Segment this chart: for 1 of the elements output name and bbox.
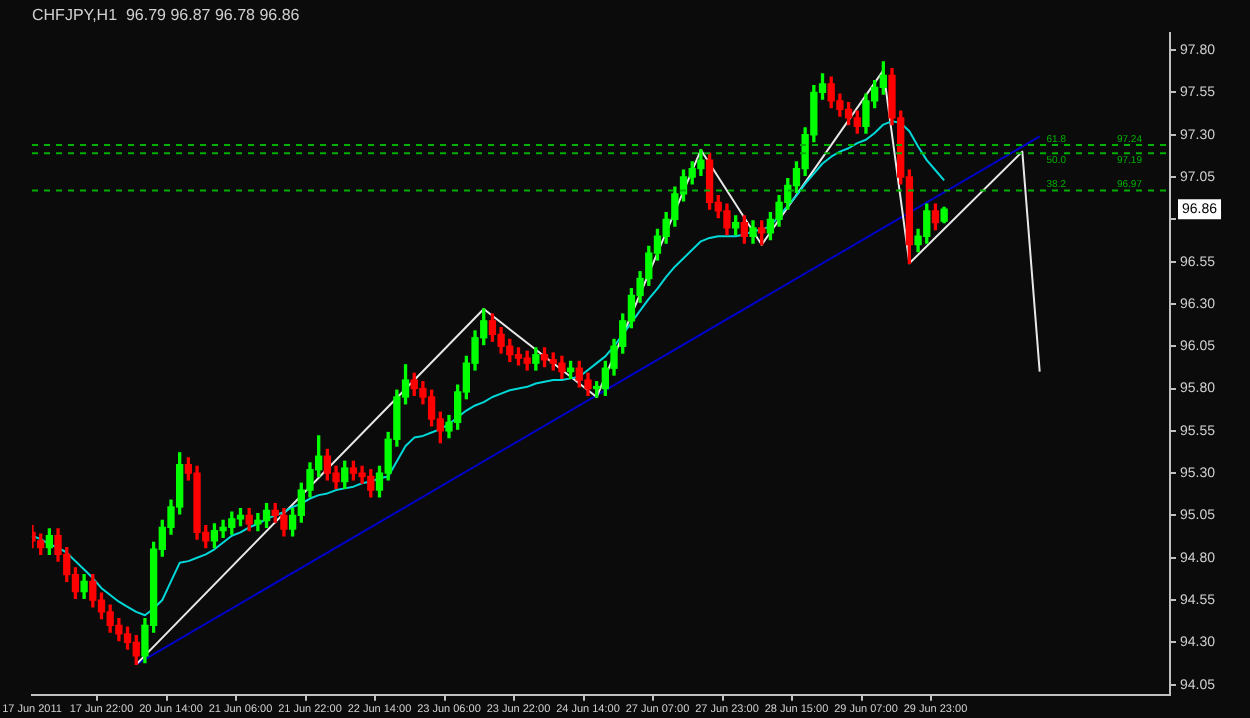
chart-title: CHFJPY,H1 96.79 96.87 96.78 96.86 <box>32 6 301 25</box>
